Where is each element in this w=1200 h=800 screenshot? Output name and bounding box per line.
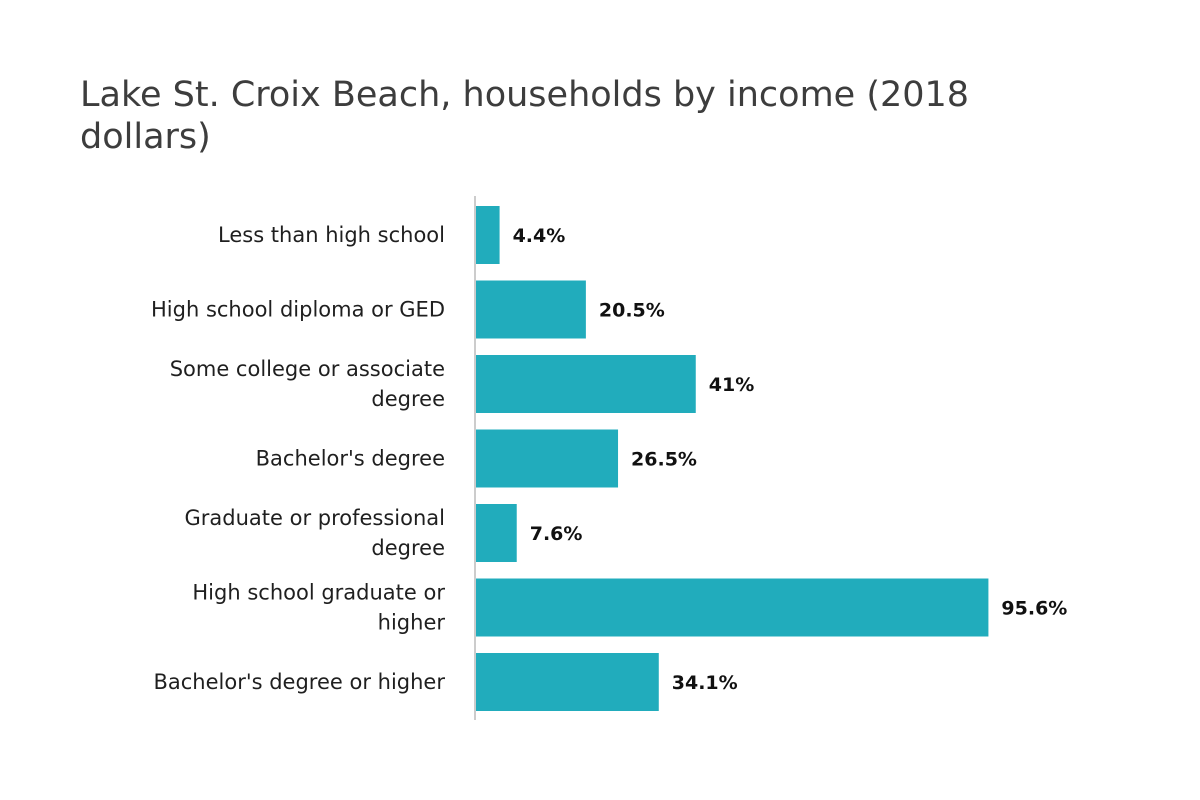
value-label-5: 95.6%	[1001, 598, 1067, 620]
value-label-0: 4.4%	[513, 225, 566, 247]
bar-6	[476, 653, 659, 711]
value-labels-group: 4.4% 20.5% 41% 26.5% 7.6% 95.6% 34.1%	[513, 225, 1068, 694]
bar-4	[476, 504, 517, 562]
value-label-4: 7.6%	[530, 523, 583, 545]
category-labels-group: Less than high school High school diploma…	[151, 223, 445, 694]
bar-2	[476, 355, 696, 413]
category-label-0: Less than high school	[218, 223, 445, 247]
bar-3	[476, 429, 619, 488]
category-label-6: Bachelor's degree or higher	[153, 670, 445, 694]
value-label-1: 20.5%	[599, 300, 665, 322]
chart-title: Lake St. Croix Beach, households by inco…	[80, 75, 970, 157]
bar-1	[476, 280, 586, 339]
category-label-4: Graduate or professional degree	[184, 506, 445, 560]
category-label-1: High school diploma or GED	[151, 298, 445, 322]
category-label-2: Some college or associate degree	[170, 357, 445, 411]
bar-5	[476, 578, 989, 637]
value-label-6: 34.1%	[672, 672, 738, 694]
value-label-2: 41%	[709, 374, 754, 396]
category-label-3: Bachelor's degree	[256, 447, 445, 471]
bar-0	[476, 206, 500, 264]
bars-group	[476, 206, 989, 711]
category-label-5: High school graduate or higher	[192, 581, 445, 635]
value-label-3: 26.5%	[631, 449, 697, 471]
